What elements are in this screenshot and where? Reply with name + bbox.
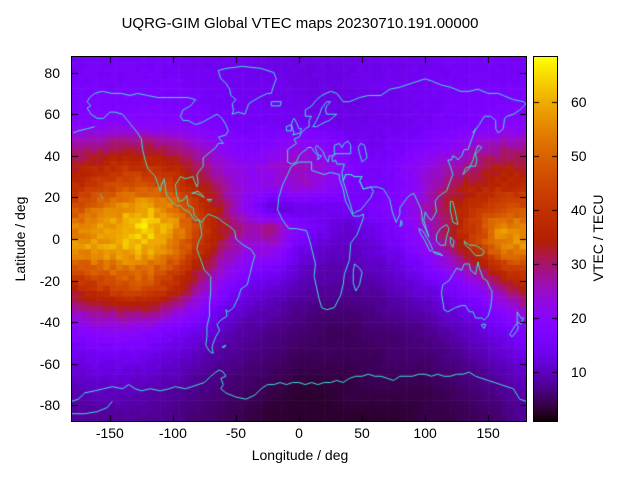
colorbar-tick-label: 10 xyxy=(571,364,587,381)
x-tick-label: 150 xyxy=(476,425,500,441)
colorbar-tick-label: 40 xyxy=(571,202,587,219)
x-tick-label: 100 xyxy=(413,425,437,441)
y-tick-label: -20 xyxy=(39,272,60,289)
x-tick-label: -100 xyxy=(158,425,187,441)
x-tick-label: 0 xyxy=(295,425,303,441)
y-tick-label: 0 xyxy=(52,231,60,247)
y-tick-label: 40 xyxy=(44,147,60,164)
colorbar-tick-label: 60 xyxy=(571,93,587,110)
vtec-heatmap-canvas xyxy=(71,56,527,422)
colorbar-tick-label: 20 xyxy=(571,310,587,327)
colorbar-tick-label: 30 xyxy=(571,256,587,273)
colorbar-label: VTEC / TECU xyxy=(590,194,606,282)
x-tick-label: 50 xyxy=(354,425,370,441)
x-tick-label: -150 xyxy=(95,425,124,441)
x-axis-label: Longitude / deg xyxy=(251,447,349,463)
y-tick-label: 60 xyxy=(44,106,60,123)
colorbar-canvas xyxy=(533,56,558,422)
y-tick-label: 80 xyxy=(44,64,60,81)
plot-title: UQRG-GIM Global VTEC maps 20230710.191.0… xyxy=(121,15,479,32)
x-tick-label: -50 xyxy=(225,425,247,441)
y-tick-label: -80 xyxy=(39,397,60,414)
y-tick-label: -60 xyxy=(39,355,60,372)
y-tick-label: 20 xyxy=(44,189,60,206)
colorbar-tick-label: 50 xyxy=(571,147,587,164)
y-tick-label: -40 xyxy=(39,314,60,331)
